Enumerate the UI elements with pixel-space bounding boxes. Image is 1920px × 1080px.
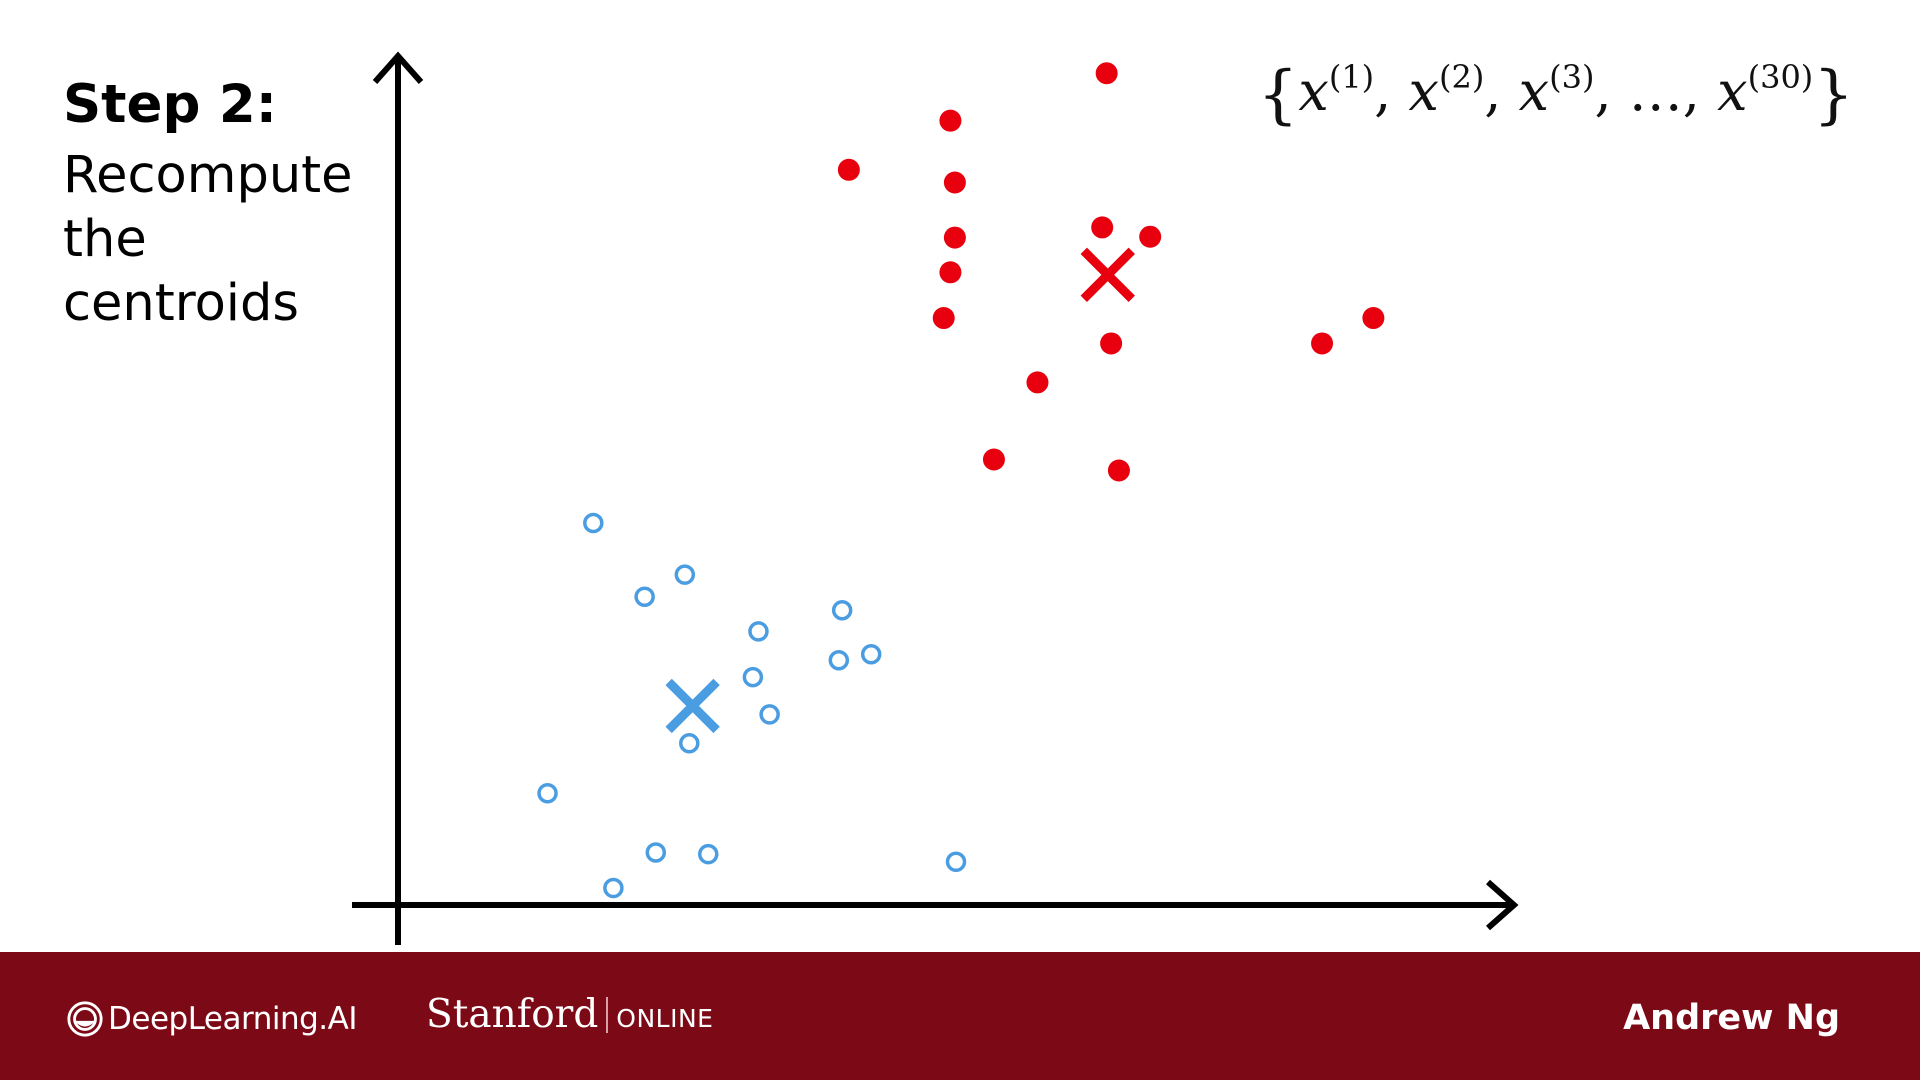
cluster-red-point	[1311, 332, 1334, 355]
cluster-blue-point	[828, 649, 850, 671]
cluster-blue-point	[583, 512, 604, 534]
deeplearning-logo-text: DeepLearning.AI	[108, 1001, 357, 1037]
deeplearning-logo-icon	[67, 1001, 103, 1037]
cluster-red-point	[939, 261, 962, 284]
centroid-blue-x	[665, 678, 720, 734]
formula-sup-2: (2)	[1438, 58, 1485, 96]
cluster-blue-point	[674, 564, 696, 585]
cluster-blue-point	[860, 644, 882, 665]
cluster-blue-point	[679, 732, 700, 754]
formula-var-3: x	[1518, 60, 1550, 123]
formula-var-1: x	[1298, 60, 1329, 123]
cluster-red-point	[1091, 216, 1114, 239]
formula-var-last: x	[1717, 60, 1748, 123]
plot-marks	[537, 62, 1385, 899]
formula-var-2: x	[1408, 60, 1439, 123]
step-description: Recompute the centroids	[63, 146, 353, 333]
cluster-red-point	[932, 307, 955, 330]
cluster-red-point	[982, 448, 1005, 471]
formula-sup-3: (3)	[1549, 58, 1595, 96]
formula-sup-last: (30)	[1747, 58, 1814, 96]
cluster-blue-point	[742, 666, 764, 688]
cluster-red-point	[1095, 62, 1118, 85]
y-axis-arrowhead	[372, 51, 424, 84]
stanford-divider	[606, 996, 609, 1033]
cluster-red-point	[943, 226, 966, 249]
formula-ellipsis: …	[1628, 60, 1683, 123]
cluster-blue-point	[831, 599, 853, 621]
centroid-red-x	[1080, 247, 1135, 303]
scatter-plot	[352, 51, 1519, 945]
dataset-formula: {x(1), x(2), x(3), …, x(30)}	[1257, 58, 1854, 132]
cluster-red-point	[837, 158, 860, 181]
stanford-online-logo: Stanford ONLINE	[426, 992, 713, 1037]
cluster-blue-point	[697, 843, 719, 865]
cluster-blue-point	[748, 621, 769, 642]
cluster-blue-point	[759, 704, 780, 725]
x-axis-arrowhead	[1486, 879, 1519, 931]
cluster-blue-point	[603, 877, 624, 899]
plot-axes	[352, 51, 1519, 945]
cluster-blue-point	[537, 782, 558, 804]
cluster-red-point	[939, 109, 962, 132]
cluster-red-point	[1107, 459, 1130, 482]
cluster-red-point	[1026, 371, 1049, 394]
cluster-blue-point	[945, 851, 967, 873]
cluster-blue-point	[634, 586, 655, 607]
cluster-red-point	[1100, 332, 1123, 355]
slide-canvas: Step 2: Recompute the centroids {x(1), x…	[63, 51, 1854, 945]
stanford-wordmark: Stanford	[426, 992, 599, 1037]
step-title: Step 2:	[63, 74, 277, 135]
footer-bar: DeepLearning.AI Stanford ONLINE Andrew N…	[0, 952, 1920, 1080]
formula-sup-1: (1)	[1328, 58, 1375, 96]
deeplearning-logo: DeepLearning.AI	[66, 1000, 357, 1038]
author-name: Andrew Ng	[1623, 998, 1840, 1038]
formula-close-brace: }	[1813, 58, 1854, 132]
cluster-red-point	[1362, 307, 1385, 330]
cluster-red-point	[943, 171, 966, 194]
cluster-blue-point	[645, 842, 667, 863]
stanford-online-label: ONLINE	[616, 1004, 714, 1033]
cluster-red-point	[1139, 225, 1162, 248]
formula-open-brace: {	[1257, 58, 1299, 132]
